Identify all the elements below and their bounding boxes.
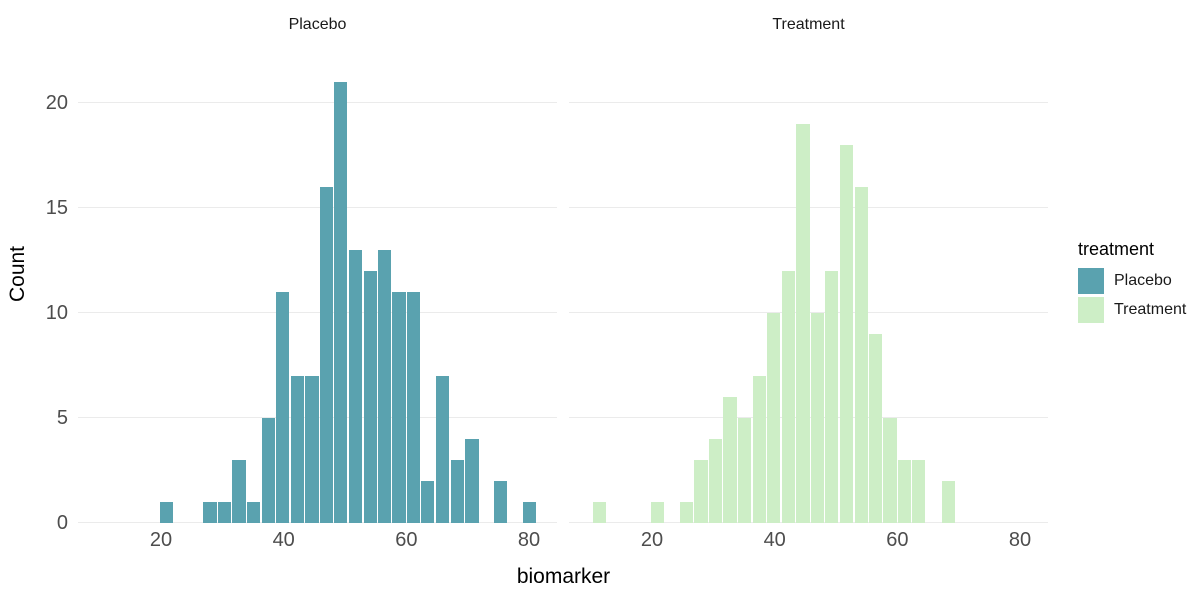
- histogram-bar: [679, 502, 694, 523]
- facet-strip-placebo: Placebo: [288, 16, 347, 33]
- x-axis-tick-label: 60: [395, 529, 418, 551]
- histogram-bar: [319, 187, 334, 523]
- histogram-bar: [810, 313, 825, 523]
- y-gridline: [78, 207, 557, 208]
- histogram-bar: [246, 502, 261, 523]
- histogram-bar: [494, 481, 508, 523]
- x-axis-tick-label: 60: [886, 529, 909, 551]
- histogram-bar: [305, 376, 319, 523]
- y-gridline: [78, 102, 557, 103]
- histogram-bar: [868, 334, 882, 523]
- histogram-bar: [766, 313, 781, 523]
- histogram-bar: [261, 418, 275, 523]
- histogram-bar: [203, 502, 217, 523]
- x-axis-tick-label: 40: [763, 529, 786, 551]
- y-axis-tick-label: 10: [45, 302, 68, 324]
- histogram-bar: [781, 271, 795, 523]
- y-axis-tick-label: 0: [56, 512, 68, 534]
- histogram-bar: [825, 271, 839, 523]
- y-axis-tick-label: 15: [45, 197, 68, 219]
- histogram-bar: [348, 250, 363, 523]
- histogram-bar: [290, 376, 304, 523]
- legend-key-treatment: Treatment: [1078, 297, 1186, 323]
- legend-label-treatment: Treatment: [1114, 301, 1187, 318]
- histogram-bar: [941, 481, 955, 523]
- histogram-bar: [737, 418, 752, 523]
- histogram-bar: [592, 502, 606, 523]
- placebo-color-swatch: [1078, 268, 1104, 294]
- legend-label-placebo: Placebo: [1114, 272, 1172, 289]
- facet-panel-placebo: [78, 55, 557, 523]
- histogram-bar: [694, 460, 708, 523]
- y-axis-tick-label: 20: [45, 92, 68, 114]
- x-axis-title: biomarker: [516, 565, 611, 588]
- y-gridline: [78, 312, 557, 313]
- x-axis-tick-label: 80: [1008, 529, 1032, 551]
- facet-strip-treatment: Treatment: [772, 16, 845, 33]
- histogram-bar: [723, 397, 737, 523]
- histogram-bar: [854, 187, 868, 523]
- histogram-bar: [334, 82, 348, 523]
- histogram-bar: [363, 271, 377, 523]
- x-axis-tick-label: 40: [272, 529, 295, 551]
- histogram-bar: [465, 439, 479, 523]
- histogram-bar: [796, 124, 810, 523]
- histogram-bar: [218, 502, 232, 523]
- histogram-bar: [377, 250, 391, 523]
- histogram-bar: [883, 418, 897, 523]
- treatment-color-swatch: [1078, 297, 1104, 323]
- legend: treatment Placebo Treatment: [1078, 239, 1186, 326]
- x-axis-tick-label: 80: [517, 529, 541, 551]
- legend-title: treatment: [1078, 239, 1155, 259]
- histogram-bar: [275, 292, 290, 523]
- histogram-bar: [709, 439, 723, 523]
- histogram-bar: [522, 502, 537, 523]
- legend-key-placebo: Placebo: [1078, 268, 1186, 294]
- y-axis-tick-label: 5: [56, 407, 68, 429]
- histogram-bar: [650, 502, 665, 523]
- facet-panel-treatment: [569, 55, 1048, 523]
- histogram-bar: [232, 460, 246, 523]
- histogram-bar: [435, 376, 450, 523]
- x-axis-tick-label: 20: [149, 529, 173, 551]
- histogram-bar: [839, 145, 854, 523]
- y-gridline: [569, 102, 1048, 103]
- histogram-bar: [392, 292, 406, 523]
- histogram-bar: [421, 481, 435, 523]
- x-axis-tick-label: 20: [640, 529, 664, 551]
- histogram-bar: [450, 460, 464, 523]
- histogram-bar: [159, 502, 174, 523]
- histogram-bar: [752, 376, 766, 523]
- histogram-bar: [912, 460, 926, 523]
- histogram-bar: [407, 292, 421, 523]
- histogram-bar: [898, 460, 912, 523]
